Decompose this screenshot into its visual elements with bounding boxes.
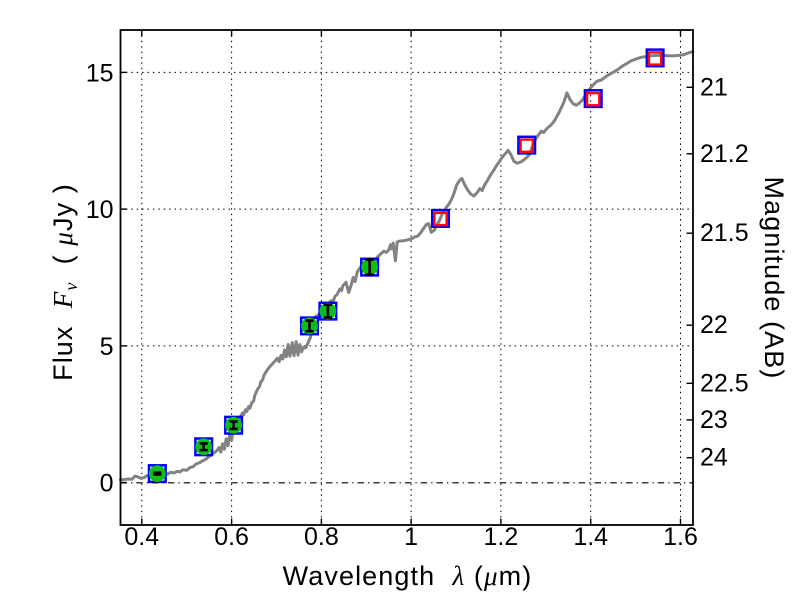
svg-text:1.4: 1.4 [573, 523, 608, 551]
svg-text:0.6: 0.6 [214, 523, 249, 551]
svg-text:24: 24 [700, 444, 728, 472]
svg-text:Wavelength λ (μm): Wavelength λ (μm) [283, 561, 533, 591]
svg-text:1.6: 1.6 [663, 523, 698, 551]
svg-text:5: 5 [100, 333, 114, 361]
svg-text:22: 22 [700, 311, 728, 339]
svg-text:22.5: 22.5 [700, 369, 749, 397]
svg-text:0.4: 0.4 [124, 523, 159, 551]
svg-text:10: 10 [86, 196, 114, 224]
svg-text:0: 0 [100, 470, 114, 498]
svg-text:0.8: 0.8 [304, 523, 339, 551]
svg-text:1: 1 [404, 523, 418, 551]
svg-text:21: 21 [700, 73, 728, 101]
svg-text:Flux Fν ( μJy ): Flux Fν ( μJy ) [48, 183, 81, 381]
svg-text:1.2: 1.2 [484, 523, 519, 551]
svg-text:Magnitude (AB): Magnitude (AB) [759, 177, 789, 380]
svg-text:21.5: 21.5 [700, 219, 749, 247]
svg-text:23: 23 [700, 406, 728, 434]
svg-text:15: 15 [86, 59, 114, 87]
svg-text:21.2: 21.2 [700, 140, 749, 168]
